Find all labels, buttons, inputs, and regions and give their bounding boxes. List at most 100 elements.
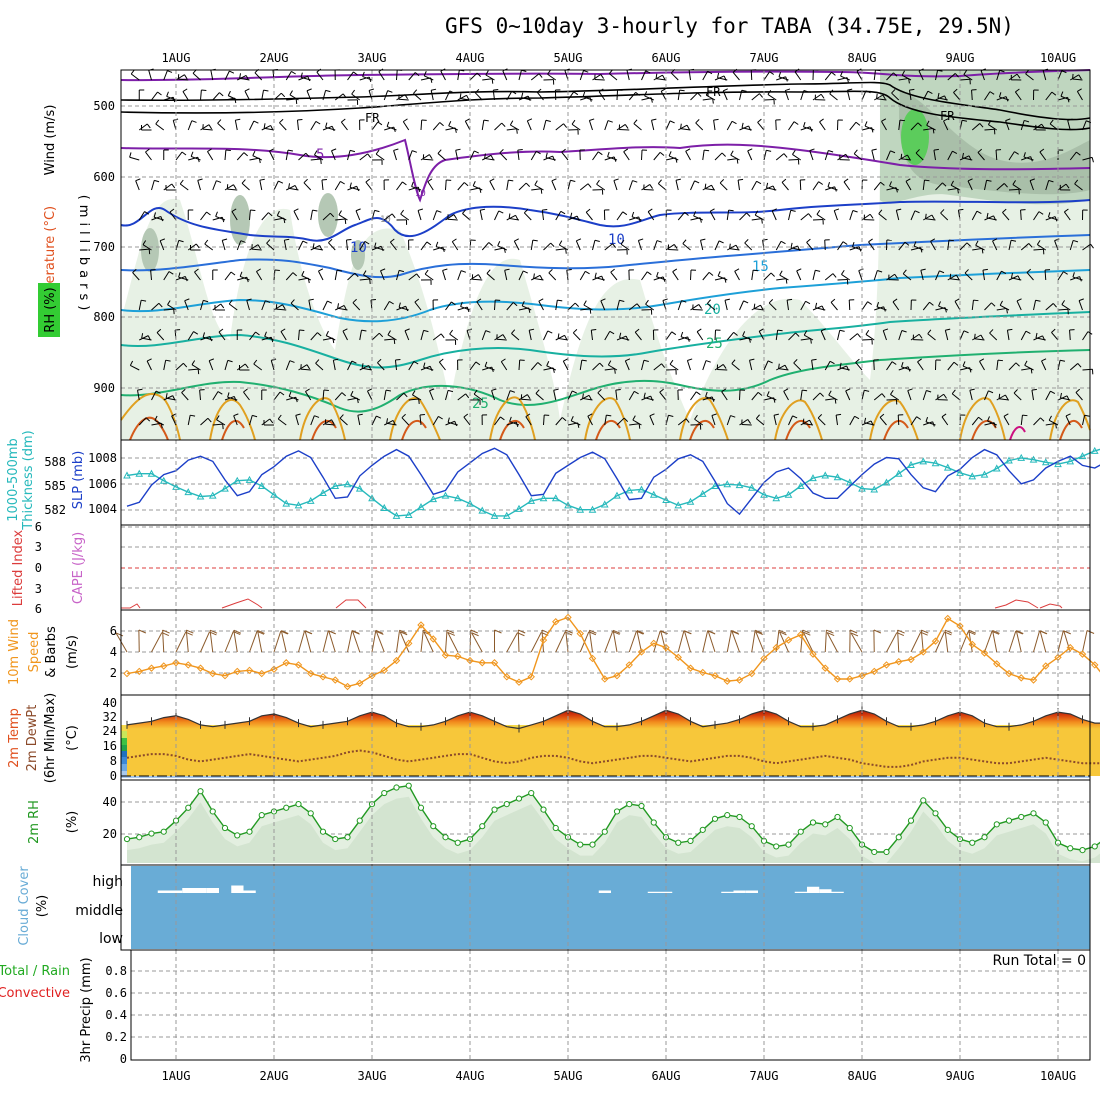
wind-barb-flag <box>216 415 220 420</box>
thickness-point <box>931 459 940 467</box>
wind-barb-flag <box>843 178 849 183</box>
wind-barb <box>864 422 875 426</box>
wind-barb <box>886 361 893 371</box>
wind-barb-flag <box>649 413 655 417</box>
wind-barb <box>626 70 630 81</box>
wind-barb <box>175 151 183 161</box>
wind-barb-flag <box>455 148 461 151</box>
wind-barb-flag <box>864 121 868 127</box>
wind-barb <box>551 180 557 191</box>
wind10-barb-flag <box>138 629 147 634</box>
wind-barb-flag <box>325 330 329 336</box>
wind10-barb <box>751 630 756 653</box>
wind-barb-flag <box>497 241 501 246</box>
wind-barb-flag <box>557 333 560 339</box>
wind-barb <box>724 300 728 311</box>
wind-barb <box>658 183 667 191</box>
wind10-barb-flag <box>921 629 929 634</box>
wind-barb <box>898 241 906 251</box>
wind-tick-label: 2 <box>110 666 117 680</box>
wind-barb-flag <box>953 361 959 366</box>
wind-barb-flag <box>202 332 205 338</box>
wind10-barb-flag <box>1063 630 1072 635</box>
wind-barb <box>153 216 164 221</box>
wind-barb <box>1044 269 1047 281</box>
wind-barb <box>702 272 710 281</box>
wind-barb <box>1026 272 1034 281</box>
wind-barb <box>200 417 209 426</box>
wind-barb-flag <box>539 275 543 280</box>
wind10-speed-point <box>147 664 156 672</box>
thickness-point <box>527 496 536 504</box>
wind-barb <box>665 331 673 341</box>
wind-barb <box>1045 180 1050 191</box>
wind-barb-flag <box>917 358 922 363</box>
wind-barb <box>964 272 973 281</box>
wind-barb-flag <box>1048 179 1054 183</box>
wind-barb <box>790 247 801 251</box>
wind-barb-flag <box>414 298 420 303</box>
wind-barb <box>1082 368 1093 371</box>
wind-barb-flag <box>146 123 151 129</box>
wind-barb <box>384 338 395 341</box>
wind-barb <box>408 72 416 81</box>
wind-barb-flag <box>967 178 973 182</box>
wind-barb <box>951 393 961 401</box>
wind-barb <box>778 76 789 81</box>
wind-barb <box>469 150 475 161</box>
wind-barb-flag <box>229 70 235 74</box>
wind10-barb <box>935 631 945 653</box>
temp-tick-label: 8 <box>110 754 117 768</box>
wind-barb <box>494 416 501 426</box>
wind-barb <box>1065 415 1071 426</box>
wind10-speed-point <box>1078 650 1087 658</box>
thickness-point <box>355 484 364 492</box>
thickness-point <box>845 478 854 486</box>
wind-barb-flag <box>295 98 298 104</box>
wind-barb <box>166 95 177 101</box>
wind-barb-flag <box>509 120 514 126</box>
wind-barb-flag <box>570 179 576 182</box>
rh2m-point <box>822 821 829 828</box>
wind10-speed-point <box>833 675 842 683</box>
wind-barb-flag <box>1031 388 1037 391</box>
wind-barb-flag <box>619 299 625 302</box>
wind-barb <box>845 390 851 401</box>
wind-barb-flag <box>644 91 648 97</box>
wind-barb-flag <box>803 330 808 336</box>
wind-barb <box>396 181 403 191</box>
wind-barb <box>187 120 193 131</box>
wind-barb <box>969 390 973 401</box>
wind-barb-flag <box>395 359 401 361</box>
wind-barb <box>693 215 703 221</box>
wind-barb <box>261 300 266 311</box>
rh2m-point <box>136 834 143 841</box>
wind-barb-flag <box>907 388 913 392</box>
wind-barb-flag <box>708 271 714 276</box>
wind-barb <box>849 333 858 341</box>
thickness-point <box>637 485 646 493</box>
wind-barb <box>151 91 158 101</box>
rh2m-axis-label: 2m RH <box>27 800 42 844</box>
wind-barb <box>773 415 777 426</box>
wind-barb <box>432 210 438 221</box>
wind-barb <box>901 74 912 81</box>
wind-barb <box>628 391 635 401</box>
wind-barb-flag <box>871 127 874 133</box>
wind-barb-flag <box>313 150 318 156</box>
wind-barb-flag <box>350 390 354 396</box>
wind-barb <box>179 183 189 191</box>
rh2m-point <box>920 797 927 804</box>
contour-label: 15 <box>752 259 769 275</box>
wind-barb-flag <box>550 242 555 247</box>
wind-barb <box>592 362 601 371</box>
wind-barb <box>871 150 875 161</box>
wind-barb-flag <box>1051 328 1056 333</box>
wind-barb <box>249 415 253 426</box>
wind10-barb <box>702 630 709 653</box>
rh2m-point <box>883 848 890 856</box>
thickness-point <box>147 469 156 477</box>
wind-barb-flag <box>819 118 824 123</box>
wind-barb <box>154 420 164 426</box>
wind-barb-flag <box>989 91 995 95</box>
